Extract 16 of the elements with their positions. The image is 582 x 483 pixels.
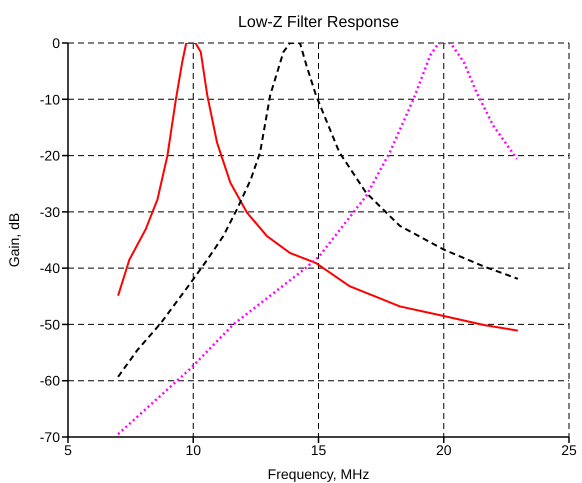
y-tick-label: -70	[40, 428, 60, 445]
x-axis-title: Frequency, MHz	[268, 466, 370, 482]
y-tick-label: -60	[40, 372, 60, 389]
y-tick-label: -50	[40, 316, 60, 332]
y-tick-label: -30	[40, 204, 60, 220]
x-tick-label: 15	[310, 442, 326, 458]
y-tick-label: -40	[40, 260, 60, 276]
x-tick-label: 25	[561, 442, 577, 458]
x-tick-label: 10	[185, 442, 202, 458]
x-tick-label: 5	[64, 442, 72, 458]
y-tick-label: -20	[40, 148, 60, 164]
y-axis-title: Gain, dB	[6, 212, 22, 268]
y-tick-label: -10	[40, 91, 60, 108]
y-tick-label: 0	[52, 34, 60, 51]
chart-title: Low-Z Filter Response	[237, 14, 400, 32]
x-tick-label: 20	[436, 442, 452, 458]
